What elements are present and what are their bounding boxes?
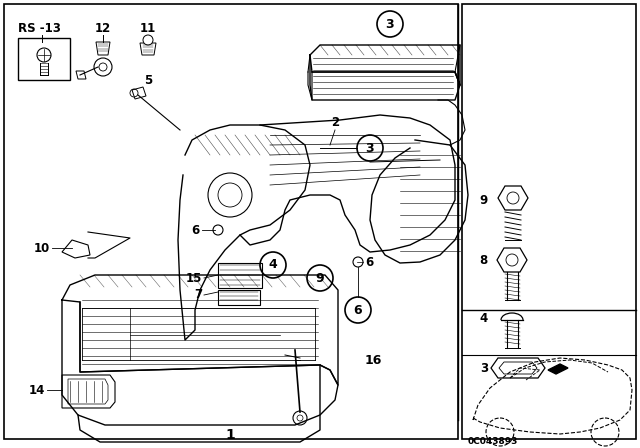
Text: 0C043893: 0C043893	[468, 438, 518, 447]
Text: 10: 10	[34, 241, 50, 254]
Polygon shape	[548, 364, 568, 374]
Text: RS -13: RS -13	[18, 22, 61, 34]
Bar	[18, 38, 70, 80]
Text: 6: 6	[354, 303, 362, 316]
Text: 6: 6	[192, 224, 200, 237]
Text: 11: 11	[140, 22, 156, 34]
Text: 6: 6	[365, 255, 373, 268]
Circle shape	[143, 35, 153, 45]
Text: 14: 14	[29, 383, 45, 396]
Text: 8: 8	[480, 254, 488, 267]
Text: 12: 12	[95, 22, 111, 34]
Text: 3: 3	[386, 17, 394, 30]
Text: 1: 1	[225, 428, 235, 442]
Text: 16: 16	[365, 353, 382, 366]
Text: 7: 7	[194, 289, 202, 302]
Text: 15: 15	[186, 271, 202, 284]
Text: 5: 5	[144, 73, 152, 86]
Text: 2: 2	[331, 116, 339, 129]
Text: 4: 4	[480, 311, 488, 324]
Text: 9: 9	[316, 271, 324, 284]
Text: 4: 4	[269, 258, 277, 271]
Text: 9: 9	[480, 194, 488, 207]
Text: 3: 3	[480, 362, 488, 375]
Bar	[462, 4, 636, 439]
Text: 3: 3	[365, 142, 374, 155]
Bar	[4, 4, 458, 439]
